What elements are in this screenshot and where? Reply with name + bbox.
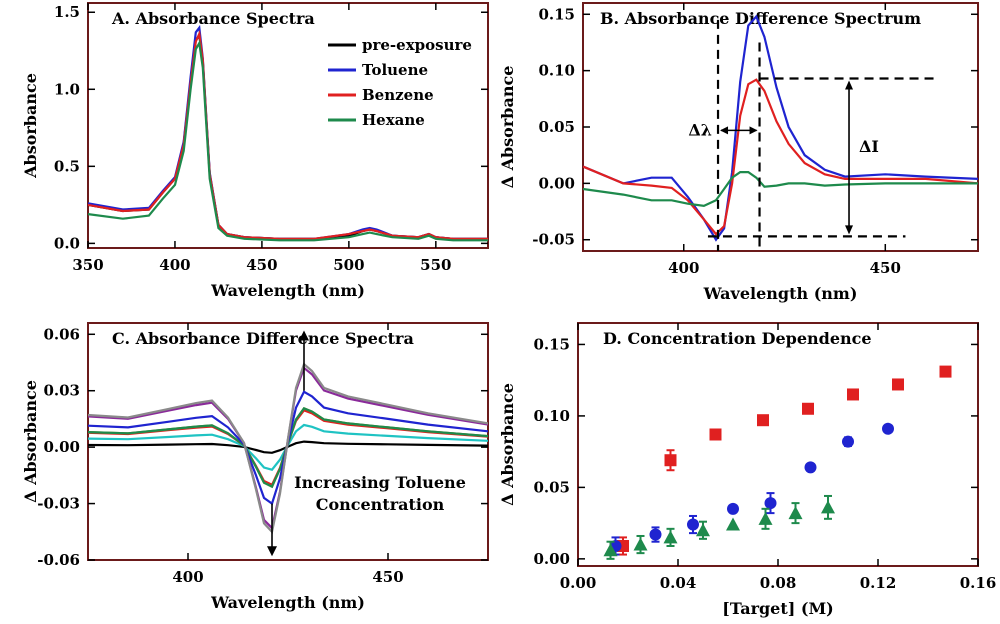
plot-frame (87, 322, 489, 561)
x-tick-label: 450 (246, 256, 277, 274)
panel-b-difference-spectrum: 400 450 -0.05 0.00 0.05 0.10 0.15 Wavelength (n… (498, 2, 979, 303)
x-tick-label: 450 (870, 259, 901, 277)
data-point-toluene (687, 518, 699, 531)
legend-label: Hexane (362, 111, 425, 129)
data-point-hexane (758, 511, 773, 525)
x-tick-label: 0.00 (560, 574, 597, 592)
series-line-hexane (88, 39, 488, 242)
data-point-hexane (726, 517, 740, 531)
series-line-level-5 (88, 407, 488, 489)
data-point-hexane (633, 537, 648, 551)
annotation-line-2: Concentration (316, 495, 445, 514)
x-axis-title: Wavelength (nm) (210, 281, 365, 300)
series-line-level-8 (88, 362, 488, 535)
legend-label: Benzene (362, 86, 434, 104)
series-line-benzene (583, 78, 978, 236)
arrowhead-down (845, 225, 854, 235)
x-tick-label: 0.04 (660, 574, 697, 592)
x-tick-label: 400 (172, 568, 203, 586)
panel-title: C. Absorbance Difference Spectra (112, 329, 414, 348)
panel-title: B. Absorbance Difference Spectrum (600, 9, 921, 28)
data-point-toluene (727, 502, 739, 515)
y-tick-label: 0.00 (538, 174, 575, 192)
y-tick-label: 0.10 (533, 407, 570, 425)
y-tick-label: 0.00 (533, 550, 570, 568)
arrowhead-up (299, 330, 309, 341)
arrowhead-right (749, 126, 758, 135)
x-tick-label: 0.08 (760, 574, 797, 592)
y-tick-label: 0.03 (43, 382, 80, 400)
data-point-hexane (821, 500, 835, 514)
x-tick-label: 350 (72, 256, 103, 274)
series-line-toluene (583, 14, 978, 242)
data-point-toluene (649, 528, 662, 541)
data-point-toluene (882, 422, 894, 435)
data-point-toluene (842, 435, 854, 448)
series-line-level-1 (88, 440, 488, 454)
arrowhead-up (845, 80, 854, 90)
data-point-benzene (757, 414, 769, 427)
y-tick-label: 1.5 (54, 3, 80, 21)
y-tick-label: 0.05 (533, 478, 570, 496)
data-point-hexane (788, 506, 803, 520)
legend-label: Toluene (362, 61, 428, 79)
x-tick-label: 0.16 (960, 574, 997, 592)
x-tick-label: 500 (333, 256, 364, 274)
panel-a-absorbance-spectra: 350 400 450 500 550 0.0 0.5 1.0 1.5 Wavelength (n… (21, 2, 489, 300)
y-axis-title: Δ Absorbance (21, 380, 40, 503)
y-tick-label: 0.10 (538, 62, 575, 80)
data-point-hexane (696, 523, 710, 537)
x-tick-label: 550 (420, 256, 451, 274)
series-line-toluene (88, 24, 488, 240)
x-axis-title: Wavelength (nm) (703, 284, 858, 303)
y-tick-label: -0.06 (37, 551, 80, 569)
delta-i-label: ΔI (859, 137, 879, 156)
y-tick-label: 0.06 (43, 325, 80, 343)
x-axis-title: Wavelength (nm) (210, 593, 365, 612)
data-point-benzene (892, 378, 904, 391)
data-point-benzene (709, 428, 722, 441)
x-axis-title: [Target] (M) (722, 599, 834, 618)
y-axis-title: Absorbance (21, 73, 40, 179)
y-tick-label: 0.0 (54, 234, 80, 252)
y-tick-label: 0.00 (43, 438, 80, 456)
y-axis-title: Δ Absorbance (498, 383, 517, 506)
y-tick-label: 0.15 (533, 335, 570, 353)
y-tick-label: -0.03 (37, 495, 80, 513)
y-tick-label: 0.5 (54, 157, 80, 175)
arrowhead-down (267, 546, 277, 557)
series-line-benzene (88, 29, 488, 240)
plot-frame (577, 322, 979, 567)
y-tick-label: 0.15 (538, 5, 575, 23)
data-point-benzene (664, 454, 677, 467)
data-point-toluene (804, 461, 817, 474)
data-point-benzene (939, 365, 952, 378)
y-tick-label: 0.05 (538, 118, 575, 136)
x-tick-label: 0.12 (860, 574, 897, 592)
panel-title: A. Absorbance Spectra (111, 9, 315, 28)
y-axis-title: Δ Absorbance (498, 66, 517, 189)
data-point-hexane (603, 543, 618, 557)
panel-title: D. Concentration Dependence (603, 329, 872, 348)
legend-label: pre-exposure (362, 36, 472, 54)
y-tick-label: 1.0 (54, 80, 80, 98)
delta-lambda-label: Δλ (688, 120, 712, 139)
plot-frame (87, 2, 489, 249)
series-line-hexane (583, 171, 978, 208)
data-point-hexane (663, 530, 678, 544)
x-tick-label: 450 (372, 568, 403, 586)
panel-c-difference-spectra: 400 450 -0.06 -0.03 0.00 0.03 0.06 Wavelength (… (21, 322, 489, 612)
arrowhead-left (720, 126, 729, 135)
data-point-toluene (764, 497, 777, 510)
data-point-benzene (802, 402, 814, 415)
annotation-line-1: Increasing Toluene (294, 473, 466, 492)
panel-d-concentration-dependence: 0.00 0.04 0.08 0.12 0.16 0.00 0.05 0.10 0.15 [Tar… (498, 322, 997, 618)
series-line-level-2 (88, 423, 488, 471)
data-point-benzene (847, 388, 859, 401)
y-tick-label: -0.05 (532, 231, 575, 249)
series-line-level-6 (88, 390, 488, 506)
x-tick-label: 400 (159, 256, 190, 274)
x-tick-label: 400 (668, 259, 699, 277)
